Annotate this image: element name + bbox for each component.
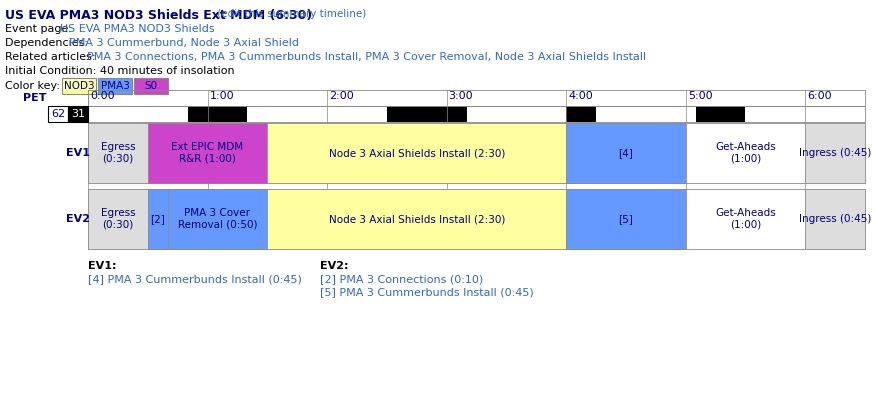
Bar <box>686 189 805 249</box>
Bar <box>88 123 148 183</box>
Text: [4] PMA 3 Cummerbunds Install (0:45): [4] PMA 3 Cummerbunds Install (0:45) <box>88 274 302 284</box>
Text: [2]: [2] <box>151 214 166 224</box>
Text: 2:00: 2:00 <box>329 91 354 101</box>
Text: Ext EPIC MDM
R&R (1:00): Ext EPIC MDM R&R (1:00) <box>172 142 244 164</box>
Bar <box>247 106 387 122</box>
Text: PET: PET <box>24 93 46 103</box>
Text: Egress
(0:30): Egress (0:30) <box>101 208 135 230</box>
Text: US EVA PMA3 NOD3 Shields Ext MDM (6:30): US EVA PMA3 NOD3 Shields Ext MDM (6:30) <box>5 9 312 22</box>
Text: Event page:: Event page: <box>5 24 75 34</box>
Text: Ingress (0:45): Ingress (0:45) <box>799 214 872 224</box>
Text: Dependencies:: Dependencies: <box>5 38 91 48</box>
Text: Initial Condition: 40 minutes of insolation: Initial Condition: 40 minutes of insolat… <box>5 66 235 76</box>
Text: Get-Aheads
(1:00): Get-Aheads (1:00) <box>715 208 776 230</box>
Text: Related articles:: Related articles: <box>5 52 99 62</box>
Text: [4]: [4] <box>618 148 633 158</box>
Text: US EVA PMA3 NOD3 Shields: US EVA PMA3 NOD3 Shields <box>60 24 215 34</box>
Bar <box>88 189 148 249</box>
Text: EV1: EV1 <box>66 148 90 158</box>
Text: [5] PMA 3 Cummerbunds Install (0:45): [5] PMA 3 Cummerbunds Install (0:45) <box>320 287 533 297</box>
Text: [5]: [5] <box>618 214 633 224</box>
Text: Egress
(0:30): Egress (0:30) <box>101 142 135 164</box>
Text: EV2:: EV2: <box>320 261 349 271</box>
Bar <box>566 189 686 249</box>
Text: Ingress (0:45): Ingress (0:45) <box>799 148 872 158</box>
Bar <box>48 106 68 122</box>
Bar <box>62 78 96 94</box>
Bar <box>148 189 167 249</box>
Text: PMA 3 Connections, PMA 3 Cummerbunds Install, PMA 3 Cover Removal, Node 3 Axial : PMA 3 Connections, PMA 3 Cummerbunds Ins… <box>87 52 646 62</box>
Text: [2] PMA 3 Connections (0:10): [2] PMA 3 Connections (0:10) <box>320 274 484 284</box>
Text: 6:00: 6:00 <box>807 91 832 101</box>
Text: (edit this summary timeline): (edit this summary timeline) <box>214 9 366 19</box>
Text: 5:00: 5:00 <box>688 91 712 101</box>
Bar <box>696 106 745 122</box>
Text: S0: S0 <box>145 81 158 91</box>
Bar <box>267 189 566 249</box>
Text: NOD3: NOD3 <box>64 81 95 91</box>
Text: Color key:: Color key: <box>5 81 60 91</box>
Text: EV1:: EV1: <box>88 261 117 271</box>
Bar <box>467 106 566 122</box>
Bar <box>134 78 168 94</box>
Bar <box>686 123 805 183</box>
Text: Get-Aheads
(1:00): Get-Aheads (1:00) <box>715 142 776 164</box>
Bar <box>88 189 865 249</box>
Bar <box>148 123 267 183</box>
Bar <box>566 106 596 122</box>
Bar <box>88 90 865 106</box>
Bar <box>187 106 247 122</box>
Text: 62: 62 <box>51 109 65 119</box>
Text: 1:00: 1:00 <box>209 91 234 101</box>
Text: PMA 3 Cummerbund, Node 3 Axial Shield: PMA 3 Cummerbund, Node 3 Axial Shield <box>68 38 299 48</box>
Bar <box>267 123 566 183</box>
Bar <box>805 123 865 183</box>
Bar <box>745 106 865 122</box>
Bar <box>88 106 187 122</box>
Text: PMA 3 Cover
Removal (0:50): PMA 3 Cover Removal (0:50) <box>178 208 258 230</box>
Text: EV2: EV2 <box>66 214 90 224</box>
Text: Node 3 Axial Shields Install (2:30): Node 3 Axial Shields Install (2:30) <box>328 148 505 158</box>
Bar <box>88 123 865 183</box>
Bar <box>566 123 686 183</box>
Bar <box>596 106 696 122</box>
Bar <box>387 106 467 122</box>
Text: 0:00: 0:00 <box>90 91 115 101</box>
Text: 31: 31 <box>71 109 85 119</box>
Bar <box>68 106 88 122</box>
Text: 4:00: 4:00 <box>569 91 593 101</box>
Bar <box>167 189 267 249</box>
Bar <box>88 106 865 122</box>
Text: Node 3 Axial Shields Install (2:30): Node 3 Axial Shields Install (2:30) <box>328 214 505 224</box>
Text: 3:00: 3:00 <box>449 91 473 101</box>
Text: PMA3: PMA3 <box>101 81 130 91</box>
Bar <box>805 189 865 249</box>
Bar <box>98 78 132 94</box>
